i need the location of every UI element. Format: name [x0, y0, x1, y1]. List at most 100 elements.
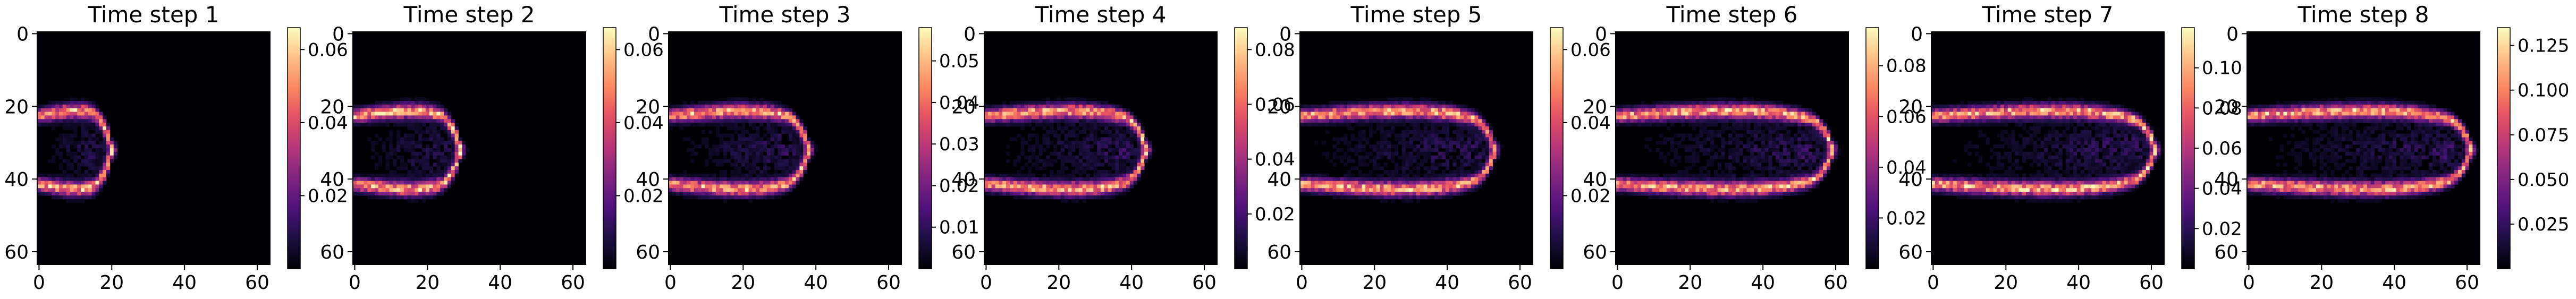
heatmap-cell: [103, 130, 107, 134]
heatmap-cell: [1416, 115, 1421, 119]
heatmap-cell: [1046, 101, 1050, 105]
heatmap-cell: [756, 141, 760, 145]
heatmap-cell: [106, 159, 111, 163]
heatmap-cell: [1020, 181, 1025, 185]
heatmap-cell: [712, 192, 716, 196]
heatmap-cell: [1093, 173, 1097, 178]
heatmap-cell: [803, 126, 807, 131]
heatmap-cell: [1416, 192, 1421, 196]
heatmap-cell: [1815, 133, 1820, 138]
heatmap-cell: [1474, 144, 1479, 149]
heatmap-cell: [1413, 144, 1417, 149]
heatmap-cell: [378, 159, 383, 163]
heatmap-cell: [1372, 166, 1377, 170]
heatmap-cell: [763, 159, 767, 163]
heatmap-cell: [752, 123, 756, 127]
heatmap-cell: [425, 101, 430, 105]
heatmap-cell: [748, 192, 753, 196]
heatmap-cell: [1474, 151, 1479, 156]
heatmap-cell: [91, 181, 96, 185]
heatmap-cell: [418, 101, 423, 105]
heatmap-cell: [712, 184, 716, 189]
heatmap-cell: [1111, 133, 1116, 138]
heatmap-cell: [1071, 199, 1076, 203]
heatmap-cell: [1126, 130, 1130, 134]
heatmap-cell: [415, 104, 419, 109]
heatmap-cell: [1685, 112, 1689, 116]
heatmap-cell: [382, 101, 386, 105]
heatmap-cell: [1692, 112, 1696, 116]
heatmap-cell: [1119, 119, 1123, 123]
heatmap-cell: [1101, 163, 1105, 167]
heatmap-cell: [1035, 137, 1040, 141]
heatmap-cell: [1129, 148, 1134, 152]
heatmap-cell: [1710, 141, 1714, 145]
heatmap-cell: [1463, 104, 1468, 109]
heatmap-cell: [807, 137, 811, 141]
heatmap-cell: [37, 177, 41, 181]
heatmap-cell: [70, 133, 74, 138]
heatmap-cell: [1101, 115, 1105, 119]
heatmap-cell: [81, 101, 85, 105]
heatmap-cell: [1303, 108, 1308, 112]
heatmap-cell: [1619, 115, 1624, 119]
heatmap-cell: [1376, 123, 1380, 127]
heatmap-cell: [1038, 115, 1043, 119]
heatmap-cell: [1743, 159, 1747, 163]
heatmap-cell: [1042, 123, 1046, 127]
heatmap-cell: [807, 155, 811, 159]
heatmap-cell: [1746, 144, 1751, 149]
heatmap-cell: [1776, 119, 1780, 123]
heatmap-cell: [1017, 192, 1021, 196]
heatmap-cell: [1757, 137, 1762, 141]
heatmap-cell: [1119, 166, 1123, 170]
heatmap-cell: [683, 177, 687, 181]
heatmap-cell: [1666, 112, 1671, 116]
heatmap-cell: [756, 130, 760, 134]
heatmap-cell: [73, 115, 78, 119]
heatmap-cell: [1670, 177, 1674, 181]
heatmap-cell: [436, 155, 441, 159]
heatmap-cell: [1776, 104, 1780, 109]
heatmap-cell: [672, 108, 677, 112]
heatmap-cell: [669, 123, 673, 127]
heatmap-cell: [1449, 195, 1453, 200]
heatmap-background: [37, 32, 270, 264]
heatmap-cell: [1460, 112, 1464, 116]
heatmap-cell: [1471, 123, 1475, 127]
heatmap-cell: [1797, 144, 1802, 149]
heatmap-cell: [1376, 166, 1380, 170]
heatmap-cell: [1819, 170, 1823, 174]
heatmap-cell: [1372, 184, 1377, 189]
heatmap-cell: [1717, 188, 1721, 192]
heatmap-cell: [1332, 123, 1337, 127]
heatmap-cell: [1656, 188, 1660, 192]
heatmap-cell: [1126, 173, 1130, 178]
heatmap-cell: [1463, 170, 1468, 174]
heatmap-cell: [1830, 137, 1835, 141]
heatmap-cell: [766, 181, 771, 185]
heatmap-cell: [385, 192, 390, 196]
heatmap-cell: [1474, 181, 1479, 185]
heatmap-cell: [1322, 108, 1326, 112]
heatmap-cell: [1677, 104, 1682, 109]
heatmap-cell: [1416, 195, 1421, 200]
heatmap-cell: [770, 130, 774, 134]
heatmap-cell: [778, 163, 782, 167]
heatmap-cell: [727, 119, 731, 123]
heatmap-cell: [1713, 155, 1718, 159]
heatmap-cell: [1391, 126, 1395, 131]
heatmap-cell: [799, 170, 804, 174]
heatmap-cell: [375, 108, 379, 112]
heatmap-cell: [738, 166, 742, 170]
heatmap-cell: [999, 108, 1003, 112]
y-tick-label: 40: [1267, 169, 1291, 191]
heatmap-cell: [1387, 130, 1391, 134]
heatmap-cell: [1648, 188, 1652, 192]
heatmap-cell: [1812, 173, 1816, 178]
heatmap-cell: [418, 192, 423, 196]
heatmap-cell: [70, 119, 74, 123]
heatmap-cell: [778, 108, 782, 112]
heatmap-cell: [1046, 181, 1050, 185]
heatmap-cell: [1024, 192, 1028, 196]
